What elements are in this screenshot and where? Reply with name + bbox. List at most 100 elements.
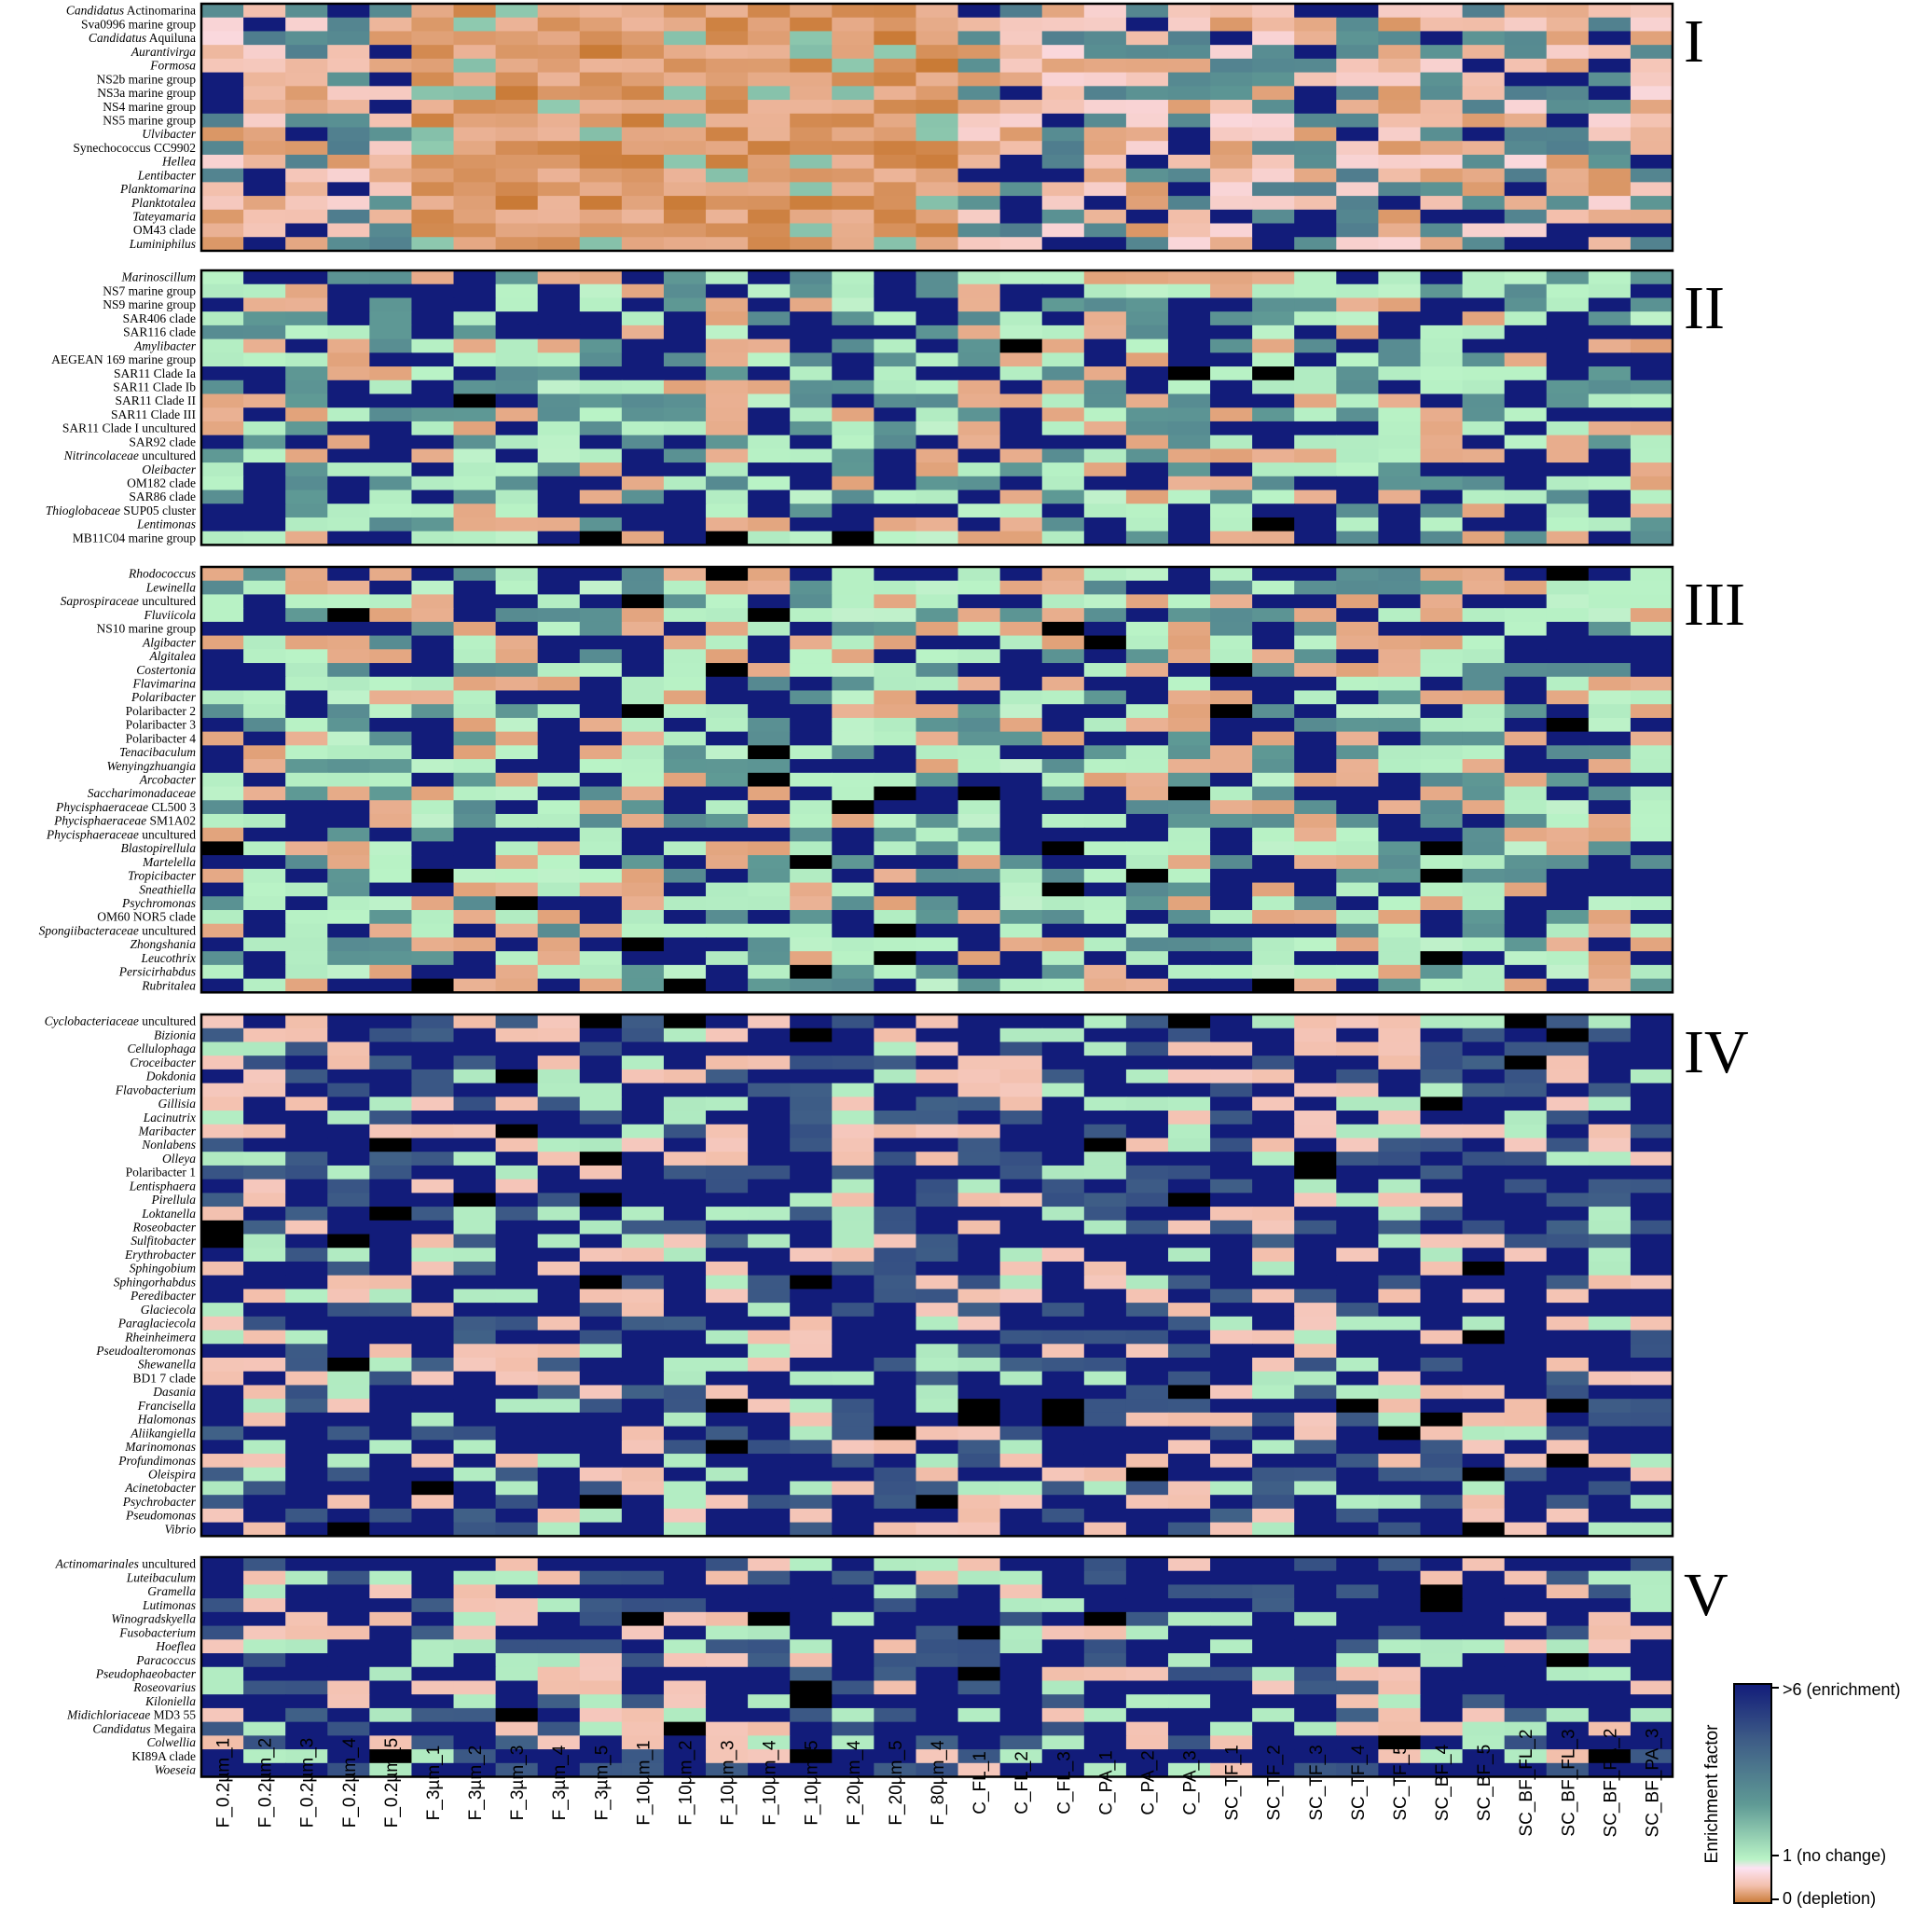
heatmap-cell bbox=[1125, 209, 1169, 225]
heatmap-cell bbox=[201, 72, 244, 87]
heatmap-cell bbox=[1294, 1412, 1337, 1428]
heatmap-cell bbox=[453, 690, 497, 705]
heatmap-cell bbox=[832, 393, 874, 408]
heatmap-cell bbox=[579, 113, 623, 129]
heatmap-cell bbox=[1294, 237, 1337, 252]
heatmap-cell bbox=[537, 196, 581, 211]
heatmap-cell bbox=[453, 841, 497, 856]
heatmap-cell bbox=[663, 1557, 707, 1572]
heatmap-cell bbox=[411, 1358, 455, 1373]
heatmap-cell bbox=[621, 113, 665, 129]
heatmap-cell bbox=[1546, 690, 1590, 705]
heatmap-cell bbox=[663, 1749, 707, 1764]
heatmap-cell bbox=[537, 141, 581, 156]
heatmap-cell bbox=[748, 1358, 791, 1373]
heatmap-cell bbox=[1420, 1762, 1464, 1778]
heatmap-cell bbox=[285, 1454, 328, 1469]
heatmap-cell bbox=[369, 1083, 413, 1097]
heatmap-cell bbox=[579, 1440, 623, 1455]
heatmap-cell bbox=[579, 435, 623, 449]
heatmap-cell bbox=[748, 608, 791, 623]
heatmap-cell bbox=[1252, 635, 1295, 650]
heatmap-cell bbox=[537, 841, 581, 856]
heatmap-cell bbox=[453, 1426, 497, 1441]
heatmap-cell bbox=[327, 1234, 370, 1249]
heatmap-cell bbox=[748, 1179, 791, 1194]
heatmap-cell bbox=[999, 690, 1043, 705]
heatmap-cell bbox=[369, 1440, 413, 1455]
heatmap-cell bbox=[1083, 1083, 1127, 1097]
heatmap-cell bbox=[874, 338, 917, 353]
heatmap-cell bbox=[1462, 663, 1506, 678]
heatmap-cell bbox=[957, 1234, 1001, 1249]
row-label: Lentimonas bbox=[136, 518, 196, 531]
heatmap-cell bbox=[495, 567, 539, 582]
heatmap-cell bbox=[1125, 1097, 1169, 1111]
heatmap-cell bbox=[1252, 594, 1295, 609]
heatmap-cell bbox=[832, 1042, 874, 1056]
heatmap-cell bbox=[1588, 1412, 1632, 1428]
heatmap-cell bbox=[327, 324, 370, 340]
heatmap-cell bbox=[243, 978, 286, 993]
heatmap-cell bbox=[1125, 1028, 1169, 1043]
heatmap-cell bbox=[327, 717, 370, 733]
heatmap-cell bbox=[201, 813, 244, 829]
heatmap-cell bbox=[243, 635, 286, 650]
heatmap-cell bbox=[1252, 1358, 1295, 1373]
heatmap-cell bbox=[1083, 1220, 1127, 1235]
heatmap-cell bbox=[1252, 951, 1295, 966]
heatmap-cell bbox=[999, 745, 1043, 760]
heatmap-cell bbox=[1041, 1316, 1085, 1332]
heatmap-cell bbox=[1378, 1358, 1422, 1373]
heatmap-cell bbox=[706, 1495, 749, 1510]
heatmap-cell bbox=[1588, 1371, 1632, 1387]
heatmap-cell bbox=[1294, 717, 1337, 733]
heatmap-cell bbox=[916, 964, 959, 980]
heatmap-cell bbox=[1125, 1570, 1169, 1586]
heatmap-cell bbox=[1378, 380, 1422, 395]
group-label: I bbox=[1684, 7, 1704, 76]
heatmap-cell bbox=[1588, 462, 1632, 477]
heatmap-cell bbox=[999, 1749, 1043, 1764]
heatmap-cell bbox=[1083, 608, 1127, 623]
heatmap-cell bbox=[1420, 1207, 1464, 1221]
heatmap-cell bbox=[790, 1625, 833, 1640]
heatmap-cell bbox=[1083, 1152, 1127, 1166]
heatmap-cell bbox=[1588, 813, 1632, 829]
heatmap-cell bbox=[1336, 1124, 1379, 1139]
heatmap-cell bbox=[999, 813, 1043, 829]
heatmap-cell bbox=[285, 407, 328, 422]
heatmap-cell bbox=[369, 338, 413, 353]
heatmap-cell bbox=[411, 690, 455, 705]
heatmap-cell bbox=[1630, 1165, 1673, 1180]
heatmap-cell bbox=[453, 717, 497, 733]
heatmap-cell bbox=[1041, 882, 1085, 897]
heatmap-cell bbox=[1336, 1680, 1379, 1695]
heatmap-cell bbox=[327, 1385, 370, 1400]
heatmap-cell bbox=[1252, 462, 1295, 477]
heatmap-cell bbox=[916, 31, 959, 46]
heatmap-cell bbox=[748, 72, 791, 87]
heatmap-cell bbox=[832, 621, 874, 637]
heatmap-cell bbox=[369, 1481, 413, 1496]
heatmap-cell bbox=[1336, 504, 1379, 518]
heatmap-cell bbox=[537, 580, 581, 596]
heatmap-cell bbox=[1378, 1056, 1422, 1070]
heatmap-cell bbox=[1504, 1138, 1548, 1152]
row-label: SAR86 clade bbox=[129, 490, 196, 504]
heatmap-cell bbox=[874, 1454, 917, 1469]
heatmap-cell bbox=[369, 1522, 413, 1537]
heatmap-cell bbox=[957, 1735, 1001, 1750]
heatmap-cell bbox=[1630, 209, 1673, 225]
heatmap-cell bbox=[832, 1056, 874, 1070]
heatmap-cell bbox=[453, 311, 497, 326]
heatmap-cell bbox=[832, 490, 874, 504]
heatmap-cell bbox=[1420, 1289, 1464, 1304]
heatmap-cell bbox=[706, 1056, 749, 1070]
heatmap-cell bbox=[1378, 1454, 1422, 1469]
heatmap-cell bbox=[201, 951, 244, 966]
heatmap-cell bbox=[1588, 827, 1632, 842]
heatmap-cell bbox=[1588, 1179, 1632, 1194]
heatmap-cell bbox=[790, 45, 833, 60]
heatmap-cell bbox=[916, 1653, 959, 1668]
